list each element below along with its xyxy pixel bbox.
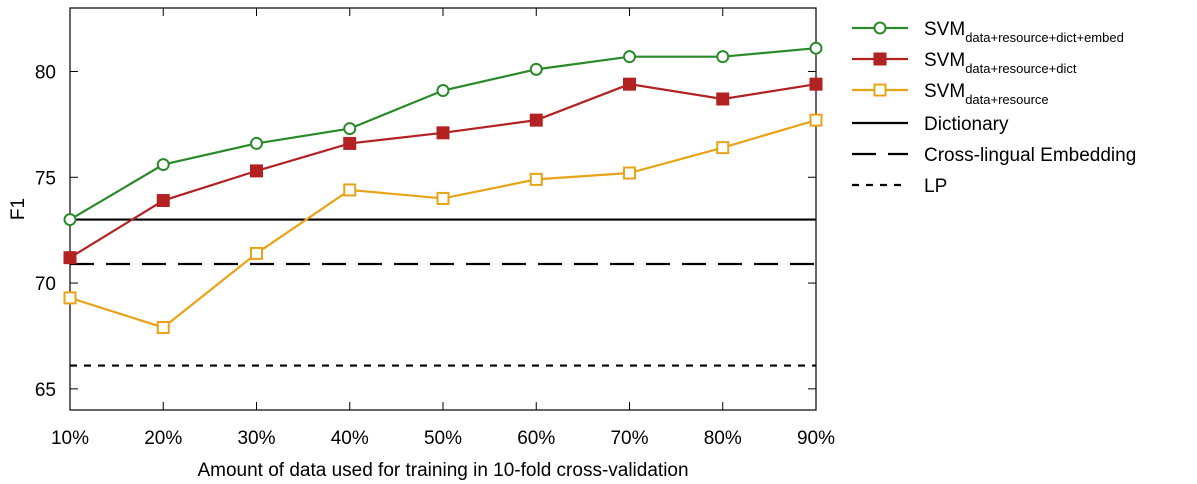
x-tick-label: 40% <box>331 428 369 449</box>
x-axis-label: Amount of data used for training in 10-f… <box>197 460 688 481</box>
data-point <box>716 92 730 106</box>
y-tick-label: 80 <box>35 62 56 83</box>
y-tick-label: 70 <box>35 274 56 295</box>
x-tick-label: 30% <box>237 428 275 449</box>
legend-subscript: data+resource+dict+embed <box>965 30 1124 45</box>
data-point <box>156 194 170 208</box>
legend-entry: SVMdata+resource+dict+embed <box>924 19 1124 45</box>
legend-marker <box>873 83 887 97</box>
legend-entry: LP <box>924 176 947 197</box>
y-tick-label: 75 <box>35 168 56 189</box>
data-point <box>623 50 636 64</box>
legend-marker <box>873 52 887 66</box>
data-point <box>156 320 170 334</box>
data-point <box>250 164 263 178</box>
data-point <box>63 251 77 265</box>
x-tick-label: 80% <box>704 428 742 449</box>
data-point <box>529 113 543 127</box>
data-point <box>529 172 543 186</box>
data-point <box>63 291 77 305</box>
data-point <box>343 136 357 150</box>
legend-subscript: data+resource <box>965 92 1048 107</box>
data-point <box>529 62 543 76</box>
data-point <box>250 136 263 150</box>
series-line-data+resource+dict <box>69 83 817 259</box>
data-point <box>250 246 263 260</box>
x-tick-label: 70% <box>610 428 648 449</box>
plot-frame <box>69 7 817 411</box>
x-tick-label: 20% <box>144 428 182 449</box>
x-tick-label: 50% <box>424 428 462 449</box>
data-point <box>809 41 823 55</box>
legend-subscript: data+resource+dict <box>965 61 1077 76</box>
series-line-data+resource <box>69 119 817 329</box>
x-tick-label: 60% <box>517 428 555 449</box>
data-point <box>63 213 77 227</box>
x-tick-label: 90% <box>797 428 835 449</box>
data-point <box>343 183 357 197</box>
data-point <box>156 158 170 172</box>
legend-entry: Dictionary <box>924 114 1009 135</box>
data-point <box>716 50 730 64</box>
data-point <box>716 141 730 155</box>
data-point <box>623 166 636 180</box>
legend-entry: SVMdata+resource+dict <box>924 50 1077 76</box>
data-point <box>809 113 823 127</box>
legend-marker <box>873 21 887 35</box>
legend-entry: SVMdata+resource <box>924 81 1049 107</box>
data-point <box>436 84 450 98</box>
data-point <box>809 77 823 91</box>
y-tick-label: 65 <box>35 380 56 401</box>
y-axis-label: F1 <box>8 198 29 220</box>
legend: SVMdata+resource+dict+embed SVMdata+resou… <box>852 19 1136 197</box>
legend-entry: Cross-lingual Embedding <box>924 145 1136 166</box>
data-point <box>436 191 450 205</box>
data-point <box>343 122 357 136</box>
plot-area: 65 70 75 80 10% 20% 30% 40% 50% 60% 70% 80% 90% Amoun… <box>8 7 835 481</box>
x-tick-label: 10% <box>51 428 89 449</box>
data-point <box>436 126 450 140</box>
data-point <box>623 77 636 91</box>
